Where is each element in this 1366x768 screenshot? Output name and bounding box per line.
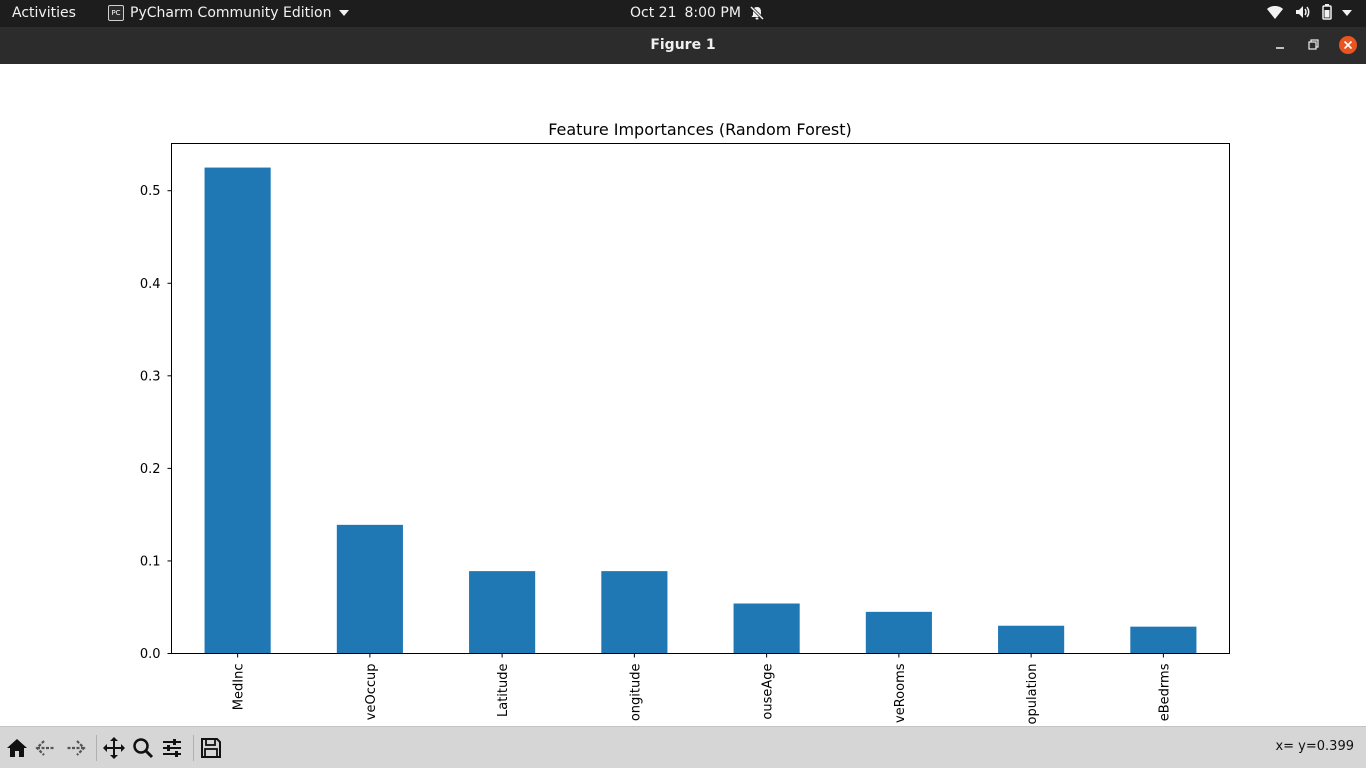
minimize-icon[interactable] bbox=[1271, 36, 1289, 54]
bar-Longitude bbox=[601, 571, 668, 654]
x-tick-label: ongitude bbox=[628, 664, 643, 722]
x-tick-label: MedInc bbox=[232, 664, 247, 711]
clock[interactable]: Oct 21 8:00 PM bbox=[630, 5, 765, 21]
plot-frame bbox=[171, 143, 1230, 654]
y-tick-label: 0.5 bbox=[140, 184, 161, 199]
system-tray[interactable] bbox=[1266, 4, 1352, 20]
forward-arrow-icon[interactable] bbox=[63, 736, 87, 760]
y-tick-label: 0.0 bbox=[140, 647, 161, 662]
home-icon[interactable] bbox=[5, 736, 29, 760]
figure-canvas[interactable]: Feature Importances (Random Forest) 0.0 0… bbox=[0, 64, 1366, 726]
wifi-icon bbox=[1267, 6, 1283, 19]
magnifier-icon[interactable] bbox=[131, 736, 155, 760]
y-tick-label: 0.2 bbox=[140, 462, 161, 477]
app-menu[interactable]: PC PyCharm Community Edition bbox=[108, 5, 350, 21]
restore-icon[interactable] bbox=[1305, 36, 1323, 54]
chart-title: Feature Importances (Random Forest) bbox=[548, 120, 852, 139]
app-menu-label: PyCharm Community Edition bbox=[130, 5, 332, 21]
system-top-bar: Activities PC PyCharm Community Edition … bbox=[0, 0, 1366, 27]
y-tick-label: 0.1 bbox=[140, 554, 161, 569]
chevron-down-icon bbox=[339, 10, 350, 16]
battery-icon bbox=[1322, 4, 1332, 20]
power-menu-caret-icon bbox=[1342, 10, 1352, 16]
window-title: Figure 1 bbox=[650, 37, 716, 53]
close-icon[interactable] bbox=[1339, 36, 1357, 54]
bar-AveRooms bbox=[865, 611, 932, 654]
bar-Latitude bbox=[469, 571, 536, 654]
toolbar-separator bbox=[96, 735, 97, 761]
bar-Population bbox=[998, 625, 1065, 654]
sliders-icon[interactable] bbox=[160, 736, 184, 760]
cursor-coordinates: x= y=0.399 bbox=[1275, 739, 1354, 754]
clock-date: Oct 21 bbox=[630, 5, 677, 21]
window-title-bar: Figure 1 bbox=[0, 27, 1366, 64]
bar-MedInc bbox=[204, 167, 271, 654]
matplotlib-toolbar: x= y=0.399 bbox=[0, 726, 1366, 768]
notifications-off-icon bbox=[749, 5, 764, 21]
bar-AveOccup bbox=[336, 524, 403, 654]
floppy-disk-icon[interactable] bbox=[199, 736, 223, 760]
x-tick-label: veRooms bbox=[893, 663, 908, 723]
x-tick-label: veOccup bbox=[364, 664, 379, 721]
toolbar-separator bbox=[193, 735, 194, 761]
clock-time: 8:00 PM bbox=[684, 5, 741, 21]
bar-chart: Feature Importances (Random Forest) 0.0 0… bbox=[140, 120, 1230, 725]
move-icon[interactable] bbox=[102, 736, 126, 760]
volume-icon bbox=[1296, 6, 1310, 18]
back-arrow-icon[interactable] bbox=[34, 736, 58, 760]
bar-AveBedrms bbox=[1130, 626, 1197, 654]
x-tick-label: eBedrms bbox=[1157, 663, 1172, 721]
x-tick-label: ouseAge bbox=[761, 664, 776, 720]
y-tick-label: 0.4 bbox=[140, 277, 161, 292]
x-tick-label: Latitude bbox=[496, 664, 511, 718]
y-tick-label: 0.3 bbox=[140, 369, 161, 384]
activities-button[interactable]: Activities bbox=[12, 5, 76, 21]
x-tick-label: opulation bbox=[1025, 664, 1040, 725]
bar-HouseAge bbox=[733, 603, 800, 654]
pycharm-icon: PC bbox=[108, 5, 124, 21]
